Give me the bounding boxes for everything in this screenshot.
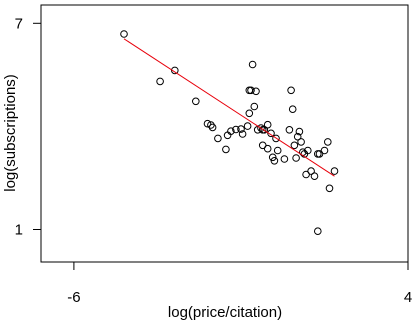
data-point <box>263 120 272 129</box>
y-axis: 1 7 <box>15 15 42 239</box>
data-point <box>214 134 222 143</box>
data-point <box>250 102 259 111</box>
data-point <box>304 146 312 155</box>
regression-line <box>123 38 335 177</box>
data-points <box>120 30 339 235</box>
data-point <box>247 86 255 95</box>
data-point <box>227 127 235 135</box>
data-point <box>285 126 294 134</box>
data-point <box>268 153 277 162</box>
data-point <box>248 60 257 69</box>
x-axis: -6 4 <box>67 261 412 306</box>
data-point <box>192 97 200 106</box>
data-point <box>297 138 305 146</box>
data-point <box>258 126 267 134</box>
data-point <box>207 121 215 129</box>
data-point <box>272 134 280 143</box>
data-point <box>315 150 324 158</box>
data-point <box>287 86 295 95</box>
data-point <box>310 172 319 180</box>
data-point <box>203 119 212 128</box>
data-point <box>302 170 310 179</box>
data-point <box>238 130 247 138</box>
data-point <box>273 146 282 155</box>
data-point <box>237 125 245 133</box>
data-point <box>120 30 128 38</box>
data-point <box>263 144 272 153</box>
y-axis-label: log(subscriptions) <box>2 74 19 192</box>
data-point <box>222 145 230 154</box>
data-point <box>258 141 267 150</box>
y-tick-label-min: 1 <box>15 222 23 239</box>
data-point <box>290 141 299 150</box>
data-point <box>314 227 322 235</box>
data-point <box>267 129 275 138</box>
data-point <box>243 122 252 130</box>
data-point <box>288 105 297 113</box>
data-point <box>245 109 254 118</box>
data-point <box>325 184 334 193</box>
x-tick-label-min: -6 <box>67 289 80 306</box>
data-point <box>156 77 164 86</box>
data-point <box>232 125 240 134</box>
y-tick-label-max: 7 <box>15 15 23 32</box>
data-point <box>295 127 304 136</box>
data-point <box>330 167 339 175</box>
data-point <box>307 167 315 175</box>
x-axis-label: log(price/citation) <box>168 304 282 320</box>
data-point <box>324 138 332 146</box>
data-point <box>208 123 217 132</box>
data-point <box>270 157 279 165</box>
data-point <box>292 154 300 162</box>
data-point <box>293 132 302 141</box>
x-tick-label-max: 4 <box>404 289 412 306</box>
data-point <box>320 146 329 155</box>
data-point <box>280 155 289 163</box>
